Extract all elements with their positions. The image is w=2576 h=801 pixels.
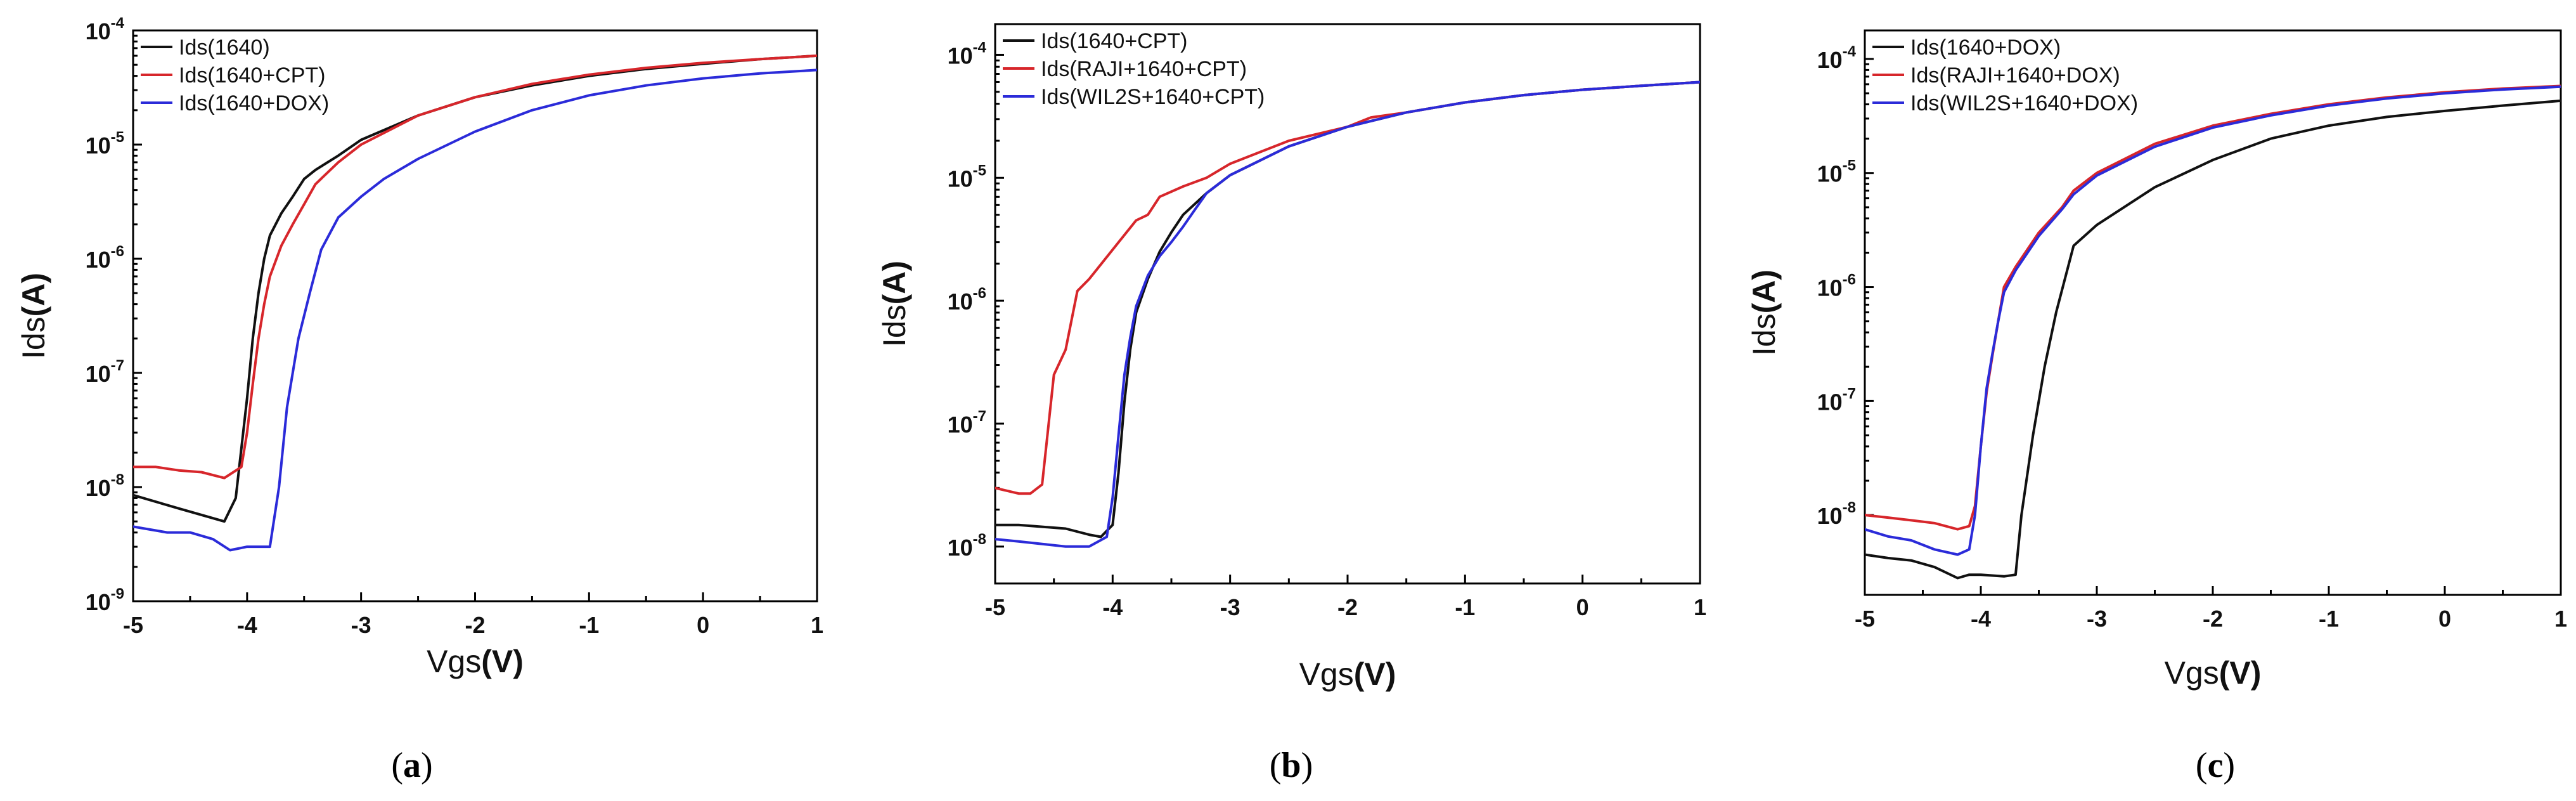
y-tick-label: 10-6: [86, 243, 124, 273]
y-tick-label: 10-4: [1817, 43, 1857, 73]
series-line-1: [133, 54, 817, 523]
y-tick-label: 10-5: [86, 129, 124, 159]
y-tick-label: 10-7: [86, 357, 124, 387]
x-tick-label: -4: [1102, 594, 1123, 620]
x-axis-label: Vgs(V): [1299, 656, 1396, 692]
panel-b: -5 -4 -3 -2 -1 0 1 10-8 10-7 10-6 10-5 10-4 Vgs(V) Id…: [877, 23, 1706, 785]
y-tick-label: 10-8: [1817, 499, 1856, 529]
y-tick-label: 10-9: [86, 585, 124, 615]
y-tick-label: 10-4: [86, 15, 125, 44]
x-tick-label: 0: [2438, 606, 2451, 632]
x-tick-label: -1: [2319, 606, 2339, 632]
series-line-2: [1865, 84, 2561, 531]
plot-frame: [132, 29, 818, 602]
x-tick-label: -2: [1337, 594, 1358, 620]
y-tick-label: 10-6: [948, 285, 986, 315]
y-tick-label: 10-8: [948, 531, 986, 561]
x-axis-label: Vgs(V): [2165, 655, 2262, 691]
y-tick-label: 10-5: [948, 162, 986, 192]
series-line-3: [1865, 85, 2561, 556]
y-axis-label: Ids(A): [16, 273, 51, 359]
y-axis-label: Ids(A): [1746, 270, 1782, 356]
x-tick-label: -5: [123, 612, 143, 638]
x-tick-label: -3: [1220, 594, 1240, 620]
panel-caption: (c): [2196, 746, 2235, 785]
panel-a: -5 -4 -3 -2 -1 0 1 10-9 10-8 10-7 10-6 10-5 10-4 Vgs(…: [16, 15, 823, 785]
x-tick-label: -2: [2203, 606, 2223, 632]
y-tick-label: 10-7: [948, 408, 986, 438]
y-tick-label: 10-4: [948, 39, 987, 68]
series-line-1: [1865, 99, 2561, 580]
series-line-2: [995, 81, 1700, 495]
x-tick-label: -4: [1971, 606, 1991, 632]
series-group: [133, 54, 817, 552]
x-tick-label: -3: [351, 612, 371, 638]
y-tick-label: 10-7: [1817, 385, 1856, 415]
legend-label: Ids(1640+DOX): [1910, 36, 2061, 60]
x-axis-label: Vgs(V): [427, 644, 524, 679]
x-tick-label: 1: [1694, 594, 1706, 620]
x-tick-label: -1: [1455, 594, 1475, 620]
legend-label: Ids(WIL2S+1640+DOX): [1910, 91, 2138, 115]
x-tick-label: 1: [811, 612, 823, 638]
x-tick-label: 0: [697, 612, 709, 638]
y-tick-label: 10-5: [1817, 157, 1856, 187]
x-tick-label: -5: [1855, 606, 1875, 632]
panel-caption: (a): [391, 746, 432, 785]
series-line-2: [133, 54, 817, 479]
panel-caption: (b): [1270, 746, 1313, 785]
series-line-3: [133, 68, 817, 552]
x-tick-label: -2: [465, 612, 485, 638]
x-tick-label: 0: [1576, 594, 1589, 620]
legend-label: Ids(1640+CPT): [1041, 29, 1188, 53]
x-tick-label: -5: [985, 594, 1005, 620]
x-tick-label: 1: [2554, 606, 2567, 632]
series-group: [1865, 84, 2561, 580]
legend-label: Ids(1640+DOX): [179, 91, 329, 115]
legend-label: Ids(WIL2S+1640+CPT): [1041, 85, 1265, 109]
legend-label: Ids(RAJI+1640+CPT): [1041, 57, 1247, 81]
y-tick-label: 10-8: [86, 471, 124, 501]
series-group: [995, 81, 1700, 548]
panel-c: -5 -4 -3 -2 -1 0 1 10-8 10-7 10-6 10-5 10-4 Vgs(V) Id…: [1746, 29, 2567, 785]
x-tick-label: -4: [237, 612, 257, 638]
legend-label: Ids(1640+CPT): [179, 63, 326, 88]
series-line-3: [995, 81, 1700, 548]
y-tick-label: 10-6: [1817, 271, 1856, 301]
legend-label: Ids(RAJI+1640+DOX): [1910, 63, 2120, 88]
y-axis-label: Ids(A): [877, 261, 912, 347]
legend-label: Ids(1640): [179, 36, 270, 60]
series-line-1: [995, 81, 1700, 538]
x-tick-label: -3: [2087, 606, 2107, 632]
x-tick-label: -1: [579, 612, 599, 638]
